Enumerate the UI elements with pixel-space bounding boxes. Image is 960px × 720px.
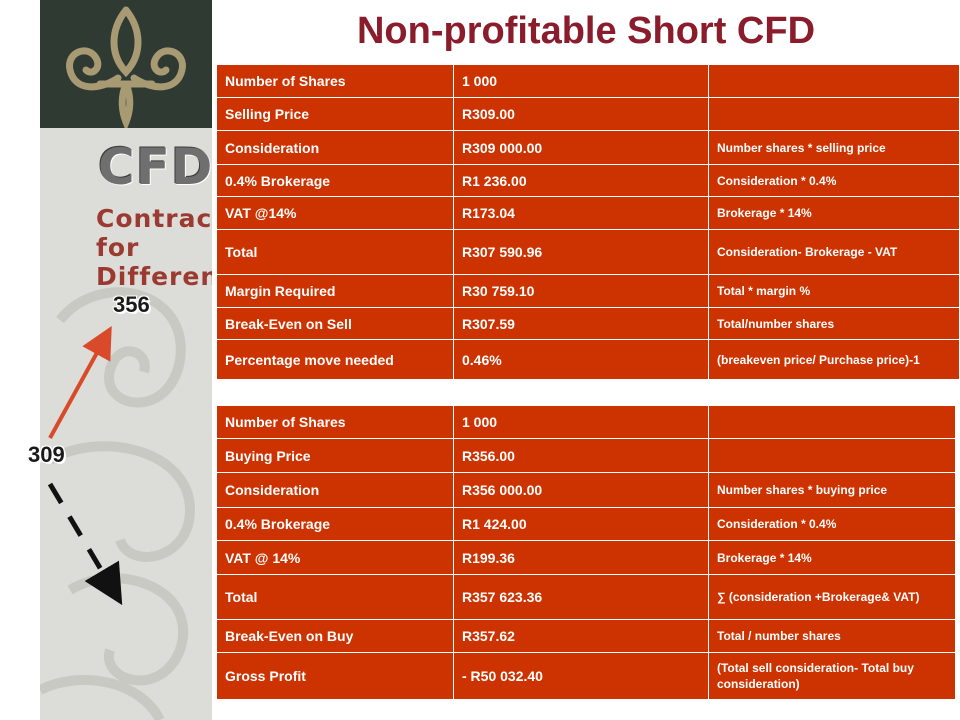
- row-label: 0.4% Brokerage: [216, 507, 454, 541]
- row-label: Break-Even on Sell: [216, 307, 454, 340]
- table-row: Consideration R309 000.00 Number shares * …: [216, 130, 960, 165]
- row-label: Consideration: [216, 130, 454, 165]
- table-row: Number of Shares 1 000: [216, 64, 960, 98]
- table-row: Total R357 623.36 ∑ (consideration +Broker…: [216, 574, 956, 620]
- row-value: R356 000.00: [453, 472, 709, 508]
- brand-tagline: Contract for Difference: [96, 204, 212, 291]
- row-value: R357.62: [453, 619, 709, 653]
- row-value: R1 424.00: [453, 507, 709, 541]
- row-formula: Brokerage * 14%: [708, 196, 960, 230]
- table-row: Break-Even on Buy R357.62 Total / number s…: [216, 619, 956, 653]
- row-formula: Number shares * buying price: [708, 472, 956, 508]
- row-formula: (Total sell consideration- Total buy con…: [708, 652, 956, 700]
- table-row: 0.4% Brokerage R1 424.00 Consideration * 0…: [216, 507, 956, 541]
- row-label: Gross Profit: [216, 652, 454, 700]
- row-formula: [708, 97, 960, 131]
- row-value: R307 590.96: [453, 229, 709, 275]
- price-move-arrows: [47, 325, 123, 606]
- table-row: Margin Required R30 759.10 Total * margin …: [216, 274, 960, 308]
- row-value: R199.36: [453, 540, 709, 575]
- row-label: Percentage move needed: [216, 339, 454, 380]
- page-title: Non-profitable Short CFD: [356, 10, 816, 52]
- row-label: Selling Price: [216, 97, 454, 131]
- row-value: R307.59: [453, 307, 709, 340]
- table-row: Total R307 590.96 Consideration- Brokerage…: [216, 229, 960, 275]
- table-row: VAT @14% R173.04 Brokerage * 14%: [216, 196, 960, 230]
- row-label: Consideration: [216, 472, 454, 508]
- table-row: Number of Shares 1 000: [216, 405, 956, 439]
- row-label: Buying Price: [216, 438, 454, 473]
- row-label: VAT @ 14%: [216, 540, 454, 575]
- row-value: - R50 032.40: [453, 652, 709, 700]
- row-formula: [708, 438, 956, 473]
- row-value: R309 000.00: [453, 130, 709, 165]
- low-price-label: 309: [28, 442, 65, 467]
- row-formula: Total/number shares: [708, 307, 960, 340]
- row-formula: (breakeven price/ Purchase price)-1: [708, 339, 960, 380]
- brand-name: CFDs: [98, 138, 212, 196]
- row-value: R30 759.10: [453, 274, 709, 308]
- row-formula: [708, 405, 956, 439]
- row-label: VAT @14%: [216, 196, 454, 230]
- high-price-label: 356: [113, 292, 150, 317]
- tagline-line-1: Contract for: [96, 204, 212, 262]
- table-row: Gross Profit - R50 032.40 (Total sell cons…: [216, 652, 956, 700]
- row-value: 0.46%: [453, 339, 709, 380]
- table-row: Percentage move needed 0.46% (breakeven pr…: [216, 339, 960, 380]
- up-arrow-icon: [48, 325, 112, 439]
- row-formula: Number shares * selling price: [708, 130, 960, 165]
- row-value: R309.00: [453, 97, 709, 131]
- row-formula: Consideration- Brokerage - VAT: [708, 229, 960, 275]
- row-value: R173.04: [453, 196, 709, 230]
- row-formula: [708, 64, 960, 98]
- buy-close-table: Number of Shares 1 000 Buying Price R356.00…: [216, 405, 956, 700]
- row-label: 0.4% Brokerage: [216, 164, 454, 197]
- row-label: Total: [216, 229, 454, 275]
- row-label: Total: [216, 574, 454, 620]
- row-value: R357 623.36: [453, 574, 709, 620]
- table-row: 0.4% Brokerage R1 236.00 Consideration * 0…: [216, 164, 960, 197]
- table-row: Break-Even on Sell R307.59 Total/number sh…: [216, 307, 960, 340]
- row-label: Margin Required: [216, 274, 454, 308]
- table-row: VAT @ 14% R199.36 Brokerage * 14%: [216, 540, 956, 575]
- table-row: Buying Price R356.00: [216, 438, 956, 473]
- row-formula: ∑ (consideration +Brokerage& VAT): [708, 574, 956, 620]
- short-sell-table: Number of Shares 1 000 Selling Price R309.0…: [216, 64, 960, 380]
- row-formula: Consideration * 0.4%: [708, 507, 956, 541]
- row-formula: Total * margin %: [708, 274, 960, 308]
- row-value: 1 000: [453, 64, 709, 98]
- down-dashed-arrow-icon: [47, 482, 123, 606]
- row-label: Number of Shares: [216, 64, 454, 98]
- logo-sidebar: CFDs Contract for Difference: [40, 0, 212, 720]
- row-value: R356.00: [453, 438, 709, 473]
- tagline-line-2: Difference: [96, 262, 212, 291]
- row-formula: Brokerage * 14%: [708, 540, 956, 575]
- row-formula: Total / number shares: [708, 619, 956, 653]
- row-value: R1 236.00: [453, 164, 709, 197]
- row-value: 1 000: [453, 405, 709, 439]
- table-row: Consideration R356 000.00 Number shares * …: [216, 472, 956, 508]
- table-row: Selling Price R309.00: [216, 97, 960, 131]
- row-formula: Consideration * 0.4%: [708, 164, 960, 197]
- row-label: Number of Shares: [216, 405, 454, 439]
- fleur-de-lis-emblem-icon: [66, 6, 186, 128]
- row-label: Break-Even on Buy: [216, 619, 454, 653]
